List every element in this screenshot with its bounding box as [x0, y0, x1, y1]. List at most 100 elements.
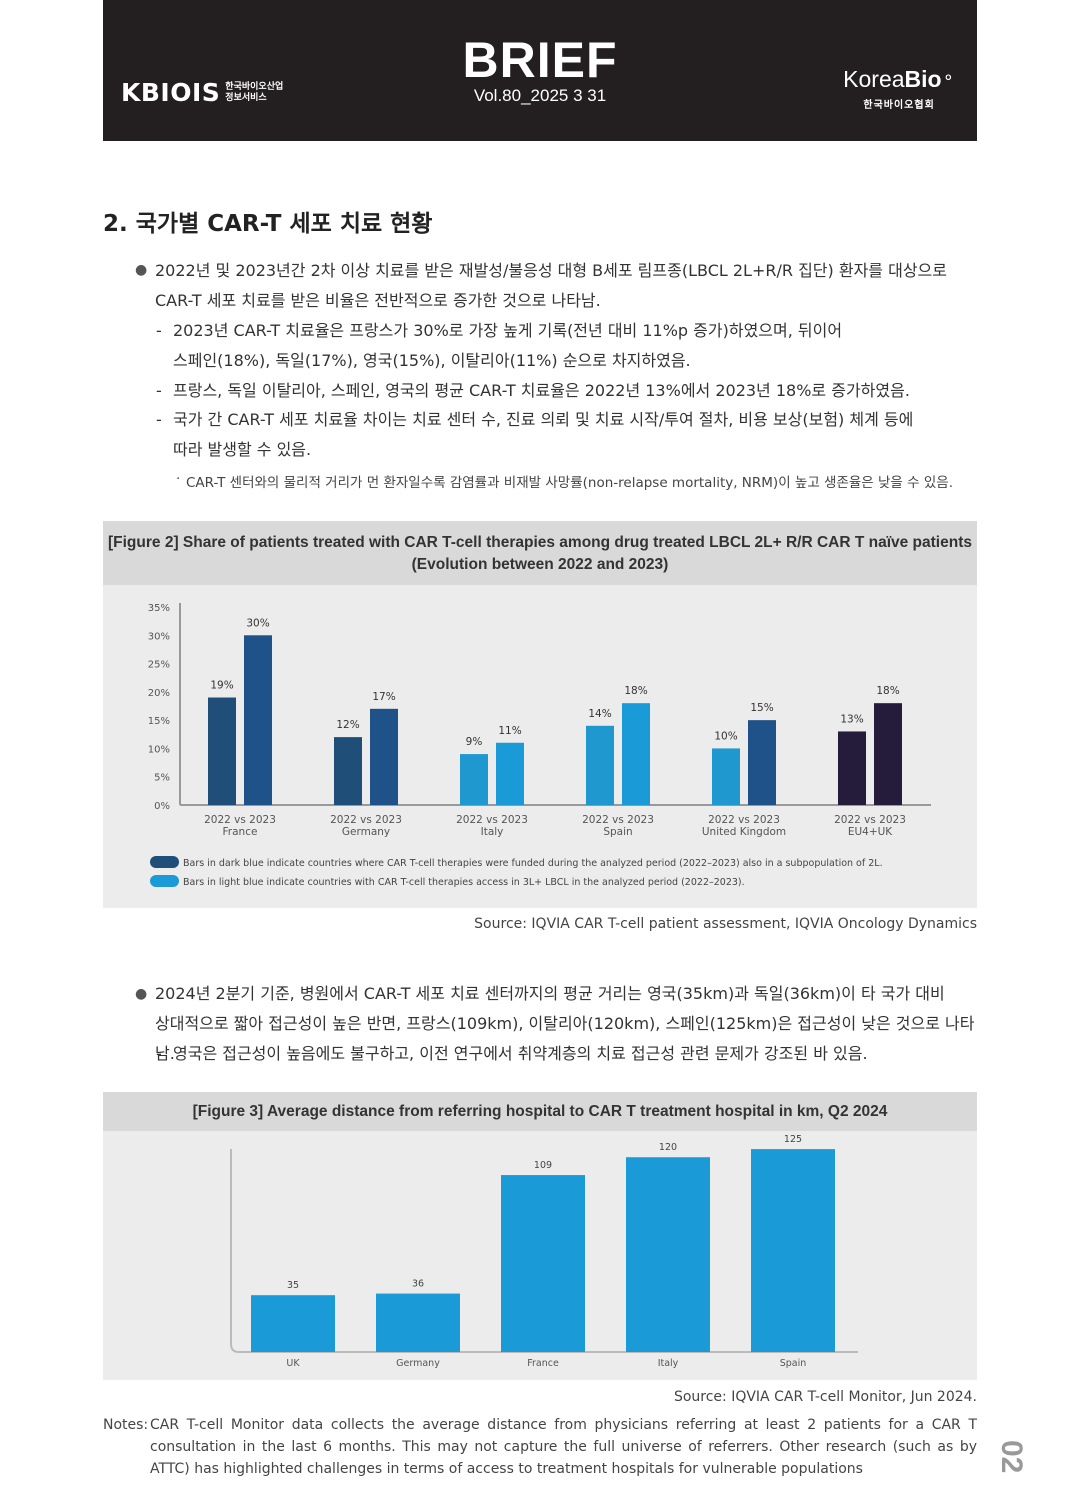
- legend-label: Bars in light blue indicate countries wi…: [183, 877, 745, 888]
- x-category-label: EU4+UK: [848, 826, 893, 838]
- data-label-2022: 19%: [210, 680, 233, 692]
- dash4-line: 영국은 접근성이 높음에도 불구하고, 이전 연구에서 취약계층의 치료 접근성…: [173, 1044, 868, 1063]
- figure2-chart: 0% 5% 10% 15% 20% 25% 30% 35% 19% 30% 2022 vs 2023…: [148, 603, 931, 888]
- x-category-label: United Kingdom: [702, 826, 786, 838]
- dash-icon: -: [156, 381, 162, 400]
- x-category-label: Spain: [603, 826, 632, 838]
- x-category-label: France: [223, 826, 258, 838]
- y-tick-label: 30%: [148, 631, 170, 642]
- y-tick-label: 0%: [154, 801, 170, 812]
- figure2-title: [Figure 2] Share of patients treated wit…: [103, 521, 977, 585]
- data-label: 120: [659, 1142, 677, 1153]
- x-sub-label: 2022 vs 2023: [330, 814, 402, 826]
- dot-icon: ·: [176, 471, 181, 487]
- kbiois-sub-line2: 정보서비스: [225, 92, 267, 103]
- section-title: 2. 국가별 CAR-T 세포 치료 현황: [103, 211, 433, 237]
- bar: [376, 1293, 460, 1352]
- y-tick-label: 10%: [148, 744, 170, 755]
- bullet2-line2: 상대적으로 짧아 접근성이 높은 반면, 프랑스(109km), 이탈리아(12…: [155, 1014, 975, 1063]
- bar-2023: [874, 703, 902, 805]
- x-category-label: Italy: [658, 1358, 679, 1369]
- data-label-2023: 11%: [498, 725, 521, 737]
- data-label-2023: 17%: [372, 691, 395, 703]
- bar-2023: [748, 720, 776, 805]
- bullet2-line1: 2024년 2분기 기준, 병원에서 CAR-T 세포 치료 센터까지의 평균 …: [155, 984, 945, 1003]
- note-line: CAR-T 센터와의 물리적 거리가 먼 환자일수록 감염률과 비재발 사망률(…: [186, 475, 953, 491]
- bar-2023: [496, 742, 524, 805]
- dash-icon: -: [156, 321, 162, 340]
- brief-title: BRIEF: [462, 32, 618, 88]
- data-label: 35: [287, 1280, 299, 1291]
- x-sub-label: 2022 vs 2023: [204, 814, 276, 826]
- bar: [251, 1295, 335, 1352]
- dash1-line1: 2023년 CAR-T 치료율은 프랑스가 30%로 가장 높게 기록(전년 대…: [173, 321, 843, 340]
- legend-label: Bars in dark blue indicate countries whe…: [183, 858, 883, 869]
- bar: [751, 1149, 835, 1352]
- legend-swatch: [150, 875, 179, 887]
- data-label-2022: 13%: [840, 713, 863, 725]
- data-label-2022: 14%: [588, 708, 611, 720]
- x-category-label: UK: [286, 1358, 300, 1369]
- page-header: KBIOIS 한국바이오산업 정보서비스 BRIEF Vol.80_2025 3…: [103, 0, 977, 141]
- figure2-title-line2: (Evolution between 2022 and 2023): [411, 556, 669, 573]
- koreabio-logo: KoreaBio⚬: [843, 66, 955, 92]
- data-label-2023: 15%: [750, 702, 773, 714]
- figure2-chart-area: 0% 5% 10% 15% 20% 25% 30% 35% 19% 30% 2022 vs 2023…: [103, 585, 977, 908]
- figure2-source: Source: IQVIA CAR T-cell patient assessm…: [474, 916, 977, 932]
- data-label-2022: 10%: [714, 730, 737, 742]
- y-tick-label: 20%: [148, 688, 170, 699]
- figure3-chart-area: 35 UK 36 Germany 109 France 120 Italy 125 Spain: [103, 1131, 977, 1380]
- notes: Notes: CAR T-cell Monitor data collects …: [103, 1414, 977, 1480]
- x-sub-label: 2022 vs 2023: [582, 814, 654, 826]
- data-label-2022: 9%: [466, 736, 483, 748]
- bar-2022: [334, 737, 362, 805]
- x-sub-label: 2022 vs 2023: [456, 814, 528, 826]
- y-tick-label: 5%: [154, 773, 170, 784]
- kbiois-subtitle: 한국바이오산업 정보서비스: [225, 82, 283, 104]
- dash3-line2: 따라 발생할 수 있음.: [173, 440, 312, 459]
- x-category-label: Germany: [396, 1358, 440, 1369]
- kbiois-sub-line1: 한국바이오산업: [225, 81, 284, 92]
- data-label: 36: [412, 1279, 424, 1290]
- bar-2022: [208, 697, 236, 805]
- bar-2022: [838, 731, 866, 805]
- x-sub-label: 2022 vs 2023: [708, 814, 780, 826]
- koreabio-subtitle: 한국바이오협회: [863, 100, 935, 111]
- axis-line: [230, 1149, 858, 1353]
- data-label-2023: 18%: [624, 685, 647, 697]
- bar-2023: [244, 635, 272, 805]
- data-label: 109: [534, 1160, 552, 1171]
- figure3-chart: 35 UK 36 Germany 109 France 120 Italy 125 Spain: [230, 1134, 858, 1369]
- x-sub-label: 2022 vs 2023: [834, 814, 906, 826]
- figure3-source: Source: IQVIA CAR T-cell Monitor, Jun 20…: [673, 1389, 977, 1405]
- dash-icon: -: [156, 1044, 162, 1063]
- koreabio-logo-a: Korea: [843, 66, 905, 92]
- dash3-line1: 국가 간 CAR-T 세포 치료율 차이는 치료 센터 수, 진료 의뢰 및 치…: [173, 410, 914, 429]
- x-category-label: France: [527, 1358, 559, 1369]
- bullet1-line2: CAR-T 세포 치료를 받은 비율은 전반적으로 증가한 것으로 나타남.: [155, 291, 601, 310]
- koreabio-logo-group: KoreaBio⚬ 한국바이오협회: [843, 66, 955, 111]
- y-tick-label: 25%: [148, 660, 170, 671]
- data-label-2023: 18%: [876, 685, 899, 697]
- page-number: 02: [995, 1440, 1028, 1474]
- figure3-title: [Figure 3] Average distance from referri…: [103, 1092, 977, 1131]
- dash1-line2: 스페인(18%), 독일(17%), 영국(15%), 이탈리아(11%) 순으…: [173, 351, 691, 370]
- x-category-label: Germany: [342, 826, 390, 838]
- data-label-2023: 30%: [246, 617, 269, 629]
- x-category-label: Spain: [780, 1358, 807, 1369]
- notes-text: CAR T-cell Monitor data collects the ave…: [150, 1417, 977, 1477]
- bullet-icon: ●: [135, 986, 148, 1002]
- bar-2022: [712, 748, 740, 805]
- dash-icon: -: [156, 410, 162, 429]
- data-label-2022: 12%: [336, 719, 359, 731]
- y-tick-label: 35%: [148, 603, 170, 614]
- bar-2023: [370, 708, 398, 805]
- brief-volume: Vol.80_2025 3 31: [473, 86, 607, 105]
- bar-2023: [622, 703, 650, 805]
- notes-label: Notes:: [103, 1417, 149, 1433]
- bar-2022: [586, 725, 614, 805]
- koreabio-logo-b: Bio: [904, 66, 942, 92]
- x-category-label: Italy: [481, 826, 504, 838]
- kbiois-logo: KBIOIS: [121, 78, 221, 107]
- dash2-line: 프랑스, 독일 이탈리아, 스페인, 영국의 평균 CAR-T 치료율은 202…: [173, 381, 910, 400]
